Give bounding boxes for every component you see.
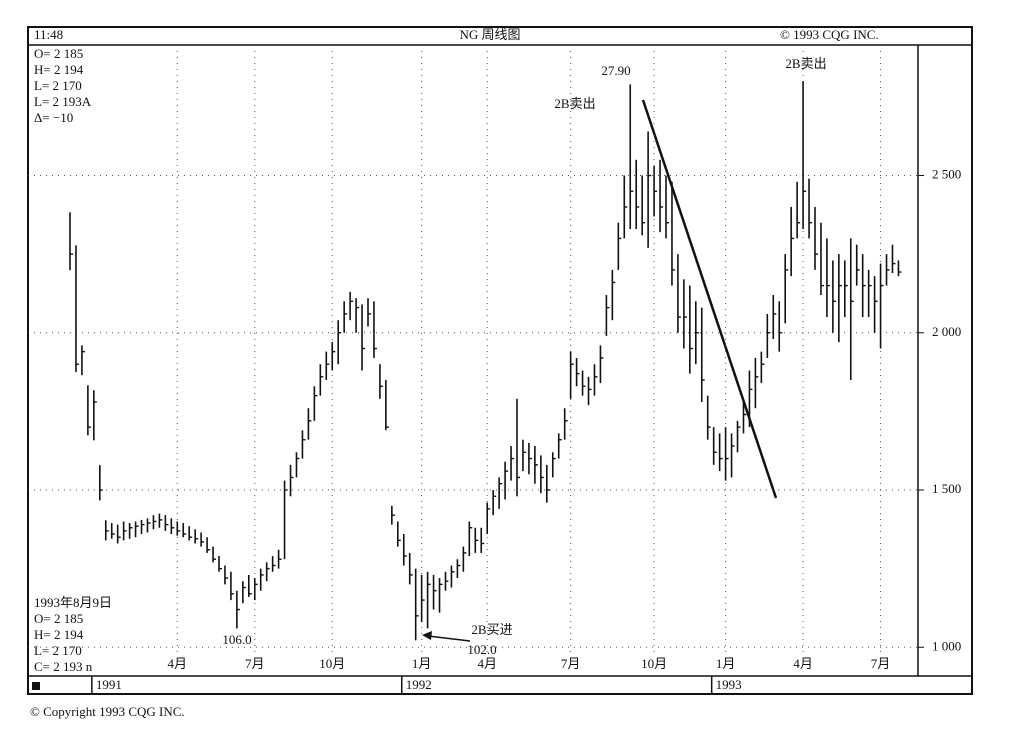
frame <box>27 26 973 695</box>
info-top-line: O= 2 185 <box>34 46 83 61</box>
annotation: 2B卖出 <box>554 96 595 111</box>
x-tick-label: 7月 <box>245 656 265 671</box>
year-label: 1991 <box>96 677 122 692</box>
footer: © Copyright 1993 CQG INC. <box>30 704 185 719</box>
y-tick-label: 2 000 <box>932 324 961 339</box>
x-tick-label: 10月 <box>319 656 345 671</box>
info-bottom-line: C= 2 193 n <box>34 659 93 674</box>
header-title: NG 周线图 <box>459 27 520 42</box>
annotation: 106.0 <box>222 632 251 647</box>
x-tick-label: 4月 <box>168 656 188 671</box>
header-copyright: © 1993 CQG INC. <box>780 27 879 42</box>
info-top-line: L= 2 193A <box>34 94 92 109</box>
info-top-line: L= 2 170 <box>34 78 82 93</box>
year-label: 1993 <box>716 677 742 692</box>
info-top-line: Δ= −10 <box>34 110 73 125</box>
year-label: 1992 <box>406 677 432 692</box>
x-tick-label: 4月 <box>477 656 497 671</box>
y-tick-label: 1 000 <box>932 638 961 653</box>
info-bottom-line: 1993年8月9日 <box>34 595 112 610</box>
y-tick-label: 1 500 <box>932 481 961 496</box>
annotation: 2B卖出 <box>785 56 826 71</box>
x-tick-label: 7月 <box>871 656 891 671</box>
x-tick-label: 4月 <box>793 656 813 671</box>
annotation: 102.0 <box>467 642 496 657</box>
x-tick-label: 1月 <box>412 656 432 671</box>
arrow-head <box>422 631 432 640</box>
x-tick-label: 1月 <box>716 656 736 671</box>
annotation: 2B买进 <box>471 622 512 637</box>
trend-line <box>641 99 778 499</box>
info-top-line: H= 2 194 <box>34 62 84 77</box>
info-bottom-line: L= 2 170 <box>34 643 82 658</box>
corner-square <box>32 682 40 690</box>
arrow-shaft <box>427 635 471 642</box>
info-bottom-line: O= 2 185 <box>34 611 83 626</box>
info-bottom-line: H= 2 194 <box>34 627 84 642</box>
header-time: 11:48 <box>34 27 63 42</box>
x-tick-label: 7月 <box>561 656 581 671</box>
annotation: 27.90 <box>601 63 630 78</box>
y-tick-label: 2 500 <box>932 167 961 182</box>
x-tick-label: 10月 <box>641 656 667 671</box>
